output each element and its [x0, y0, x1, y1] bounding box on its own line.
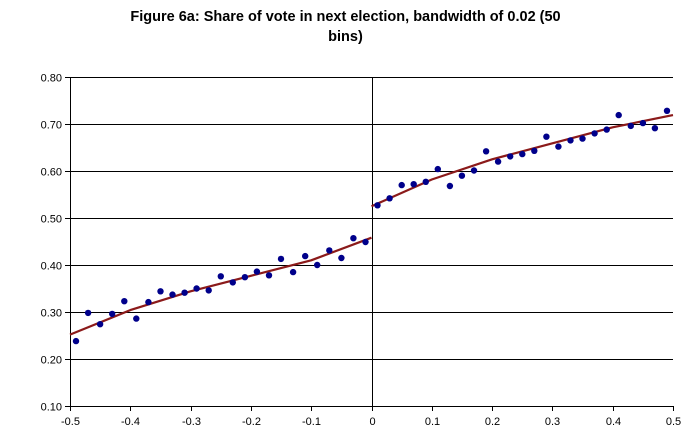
data-point: [494, 158, 502, 165]
data-point: [133, 315, 140, 322]
chart-title-line-1: Figure 6a: Share of vote in next electio…: [130, 9, 561, 25]
data-point: [507, 153, 514, 160]
data-point: [241, 274, 249, 281]
data-point: [289, 268, 297, 276]
data-point: [422, 178, 429, 185]
gridlines: [70, 77, 673, 360]
y-tick-label: 0.20: [41, 355, 62, 367]
x-tick-label: 0.4: [606, 416, 621, 428]
data-point: [362, 238, 369, 246]
data-point: [277, 255, 285, 263]
data-point: [350, 235, 357, 242]
fit-lines: [69, 114, 674, 336]
data-point: [410, 181, 417, 188]
data-point: [519, 150, 526, 158]
data-point: [639, 119, 647, 127]
data-point: [193, 285, 200, 292]
x-tick-label: 0: [369, 416, 375, 428]
data-point: [434, 165, 441, 173]
data-point: [314, 261, 321, 269]
y-tick-label: 0.70: [41, 120, 62, 132]
data-point: [109, 310, 116, 318]
data-point: [96, 321, 104, 328]
data-point: [72, 337, 80, 345]
data-point: [181, 289, 188, 296]
x-tick-label: 0.2: [485, 416, 500, 428]
chart-title: Figure 6a: Share of vote in next electio…: [0, 7, 691, 47]
data-point: [205, 287, 212, 294]
data-point: [591, 130, 598, 137]
data-point: [229, 279, 236, 286]
data-point: [253, 268, 261, 275]
data-point: [543, 133, 550, 140]
x-tick-label: -0.2: [242, 416, 261, 428]
x-tick-label: 0.3: [545, 416, 560, 428]
data-point: [84, 309, 92, 317]
data-point: [458, 172, 466, 179]
data-point: [374, 202, 381, 209]
fit-line-left: [69, 236, 372, 336]
data-point: [145, 298, 152, 306]
x-tick-label: -0.3: [182, 416, 201, 428]
data-point: [615, 111, 622, 119]
data-point: [446, 182, 454, 190]
data-point: [555, 143, 562, 150]
y-tick-label: 0.40: [41, 261, 62, 273]
data-point: [470, 167, 478, 174]
x-tick-labels: -0.5 -0.4 -0.3 -0.2 -0.1 0 0.1 0.2 0.3 0.4 0.5: [61, 416, 681, 428]
x-tick-label: -0.5: [61, 416, 80, 428]
fit-line-right: [371, 114, 674, 208]
data-point: [326, 247, 333, 254]
data-point: [338, 254, 345, 262]
x-tick-label: -0.1: [302, 416, 321, 428]
y-tick-label: 0.10: [41, 402, 62, 414]
chart-title-line-2: bins): [328, 29, 363, 45]
data-point: [265, 272, 273, 279]
data-point: [579, 135, 586, 142]
data-point: [217, 273, 224, 280]
data-point: [627, 122, 634, 130]
data-point: [302, 252, 309, 260]
data-point: [169, 291, 176, 298]
x-tick-label: 0.1: [425, 416, 440, 428]
y-tick-labels: 0.10 0.20 0.30 0.40 0.50 0.60 0.70 0.80: [41, 73, 62, 414]
y-tick-label: 0.50: [41, 214, 62, 226]
y-tick-label: 0.60: [41, 167, 62, 179]
y-tick-label: 0.30: [41, 308, 62, 320]
x-tick-label: 0.5: [666, 416, 681, 428]
y-tick-label: 0.80: [41, 73, 62, 85]
data-point: [398, 181, 405, 189]
data-point: [651, 125, 659, 132]
data-point: [157, 288, 164, 295]
data-point: [121, 298, 128, 305]
data-point: [386, 195, 393, 202]
axes: [65, 77, 674, 411]
data-points: [72, 107, 671, 345]
data-point: [663, 107, 671, 115]
data-point: [531, 147, 538, 154]
x-tick-label: -0.4: [121, 416, 140, 428]
data-point: [603, 126, 610, 133]
data-point: [567, 137, 574, 144]
data-point: [482, 148, 490, 155]
